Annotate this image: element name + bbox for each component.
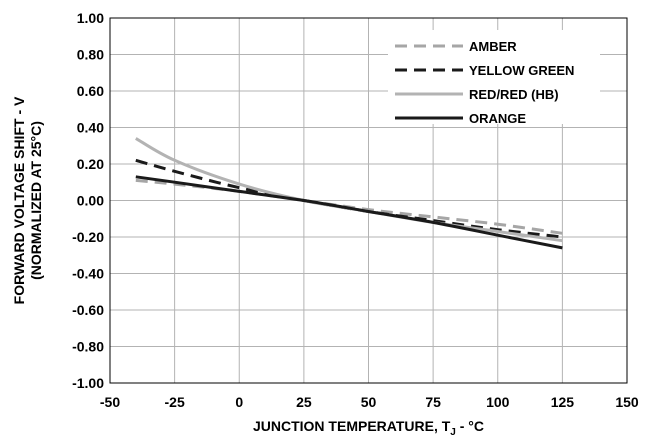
y-tick-label: 0.80 [77, 47, 104, 63]
x-tick-label: -25 [165, 394, 185, 410]
y-axis-label-line1: FORWARD VOLTAGE SHIFT - V [11, 96, 27, 304]
series-lines [135, 137, 563, 250]
y-tick-labels: -1.00 -0.80 -0.60 -0.40 -0.20 0.00 0.20 0.40 0.6… [72, 10, 104, 391]
legend-label-red-red-hb: RED/RED (HB) [469, 87, 559, 102]
x-tick-label: 100 [486, 394, 510, 410]
legend-label-amber: AMBER [469, 39, 517, 54]
y-tick-label: -1.00 [72, 375, 104, 391]
x-tick-labels: -50 -25 0 25 50 75 100 125 150 [100, 394, 639, 410]
y-tick-label: -0.80 [72, 339, 104, 355]
plot-frame [109, 17, 628, 384]
x-tick-label: 0 [235, 394, 243, 410]
x-tick-label: 150 [615, 394, 639, 410]
x-axis-label: JUNCTION TEMPERATURE, TJ - °C [253, 418, 484, 438]
y-tick-label: 0.20 [77, 156, 104, 172]
legend: AMBER YELLOW GREEN RED/RED (HB) ORANGE [388, 30, 600, 126]
legend-label-yellow-green: YELLOW GREEN [469, 63, 574, 78]
legend-label-orange: ORANGE [469, 111, 526, 126]
y-tick-label: -0.60 [72, 302, 104, 318]
y-tick-label: 0.00 [77, 193, 104, 209]
x-tick-label: 125 [551, 394, 575, 410]
y-tick-label: -0.40 [72, 266, 104, 282]
y-axis-label-line2: (NORMALIZED AT 25°C) [28, 121, 44, 280]
x-axis-label-main: JUNCTION TEMPERATURE, T [253, 418, 451, 434]
x-tick-label: 50 [361, 394, 377, 410]
x-axis-label-subscript: J [450, 427, 456, 438]
x-tick-label: 75 [425, 394, 441, 410]
x-axis-label-suffix: - °C [456, 418, 484, 434]
y-tick-label: 0.40 [77, 120, 104, 136]
series-line-orange [135, 175, 563, 250]
y-tick-label: 0.60 [77, 83, 104, 99]
y-tick-label: 1.00 [77, 10, 104, 26]
y-tick-label: -0.20 [72, 229, 104, 245]
x-tick-label: 25 [296, 394, 312, 410]
x-tick-label: -50 [100, 394, 120, 410]
